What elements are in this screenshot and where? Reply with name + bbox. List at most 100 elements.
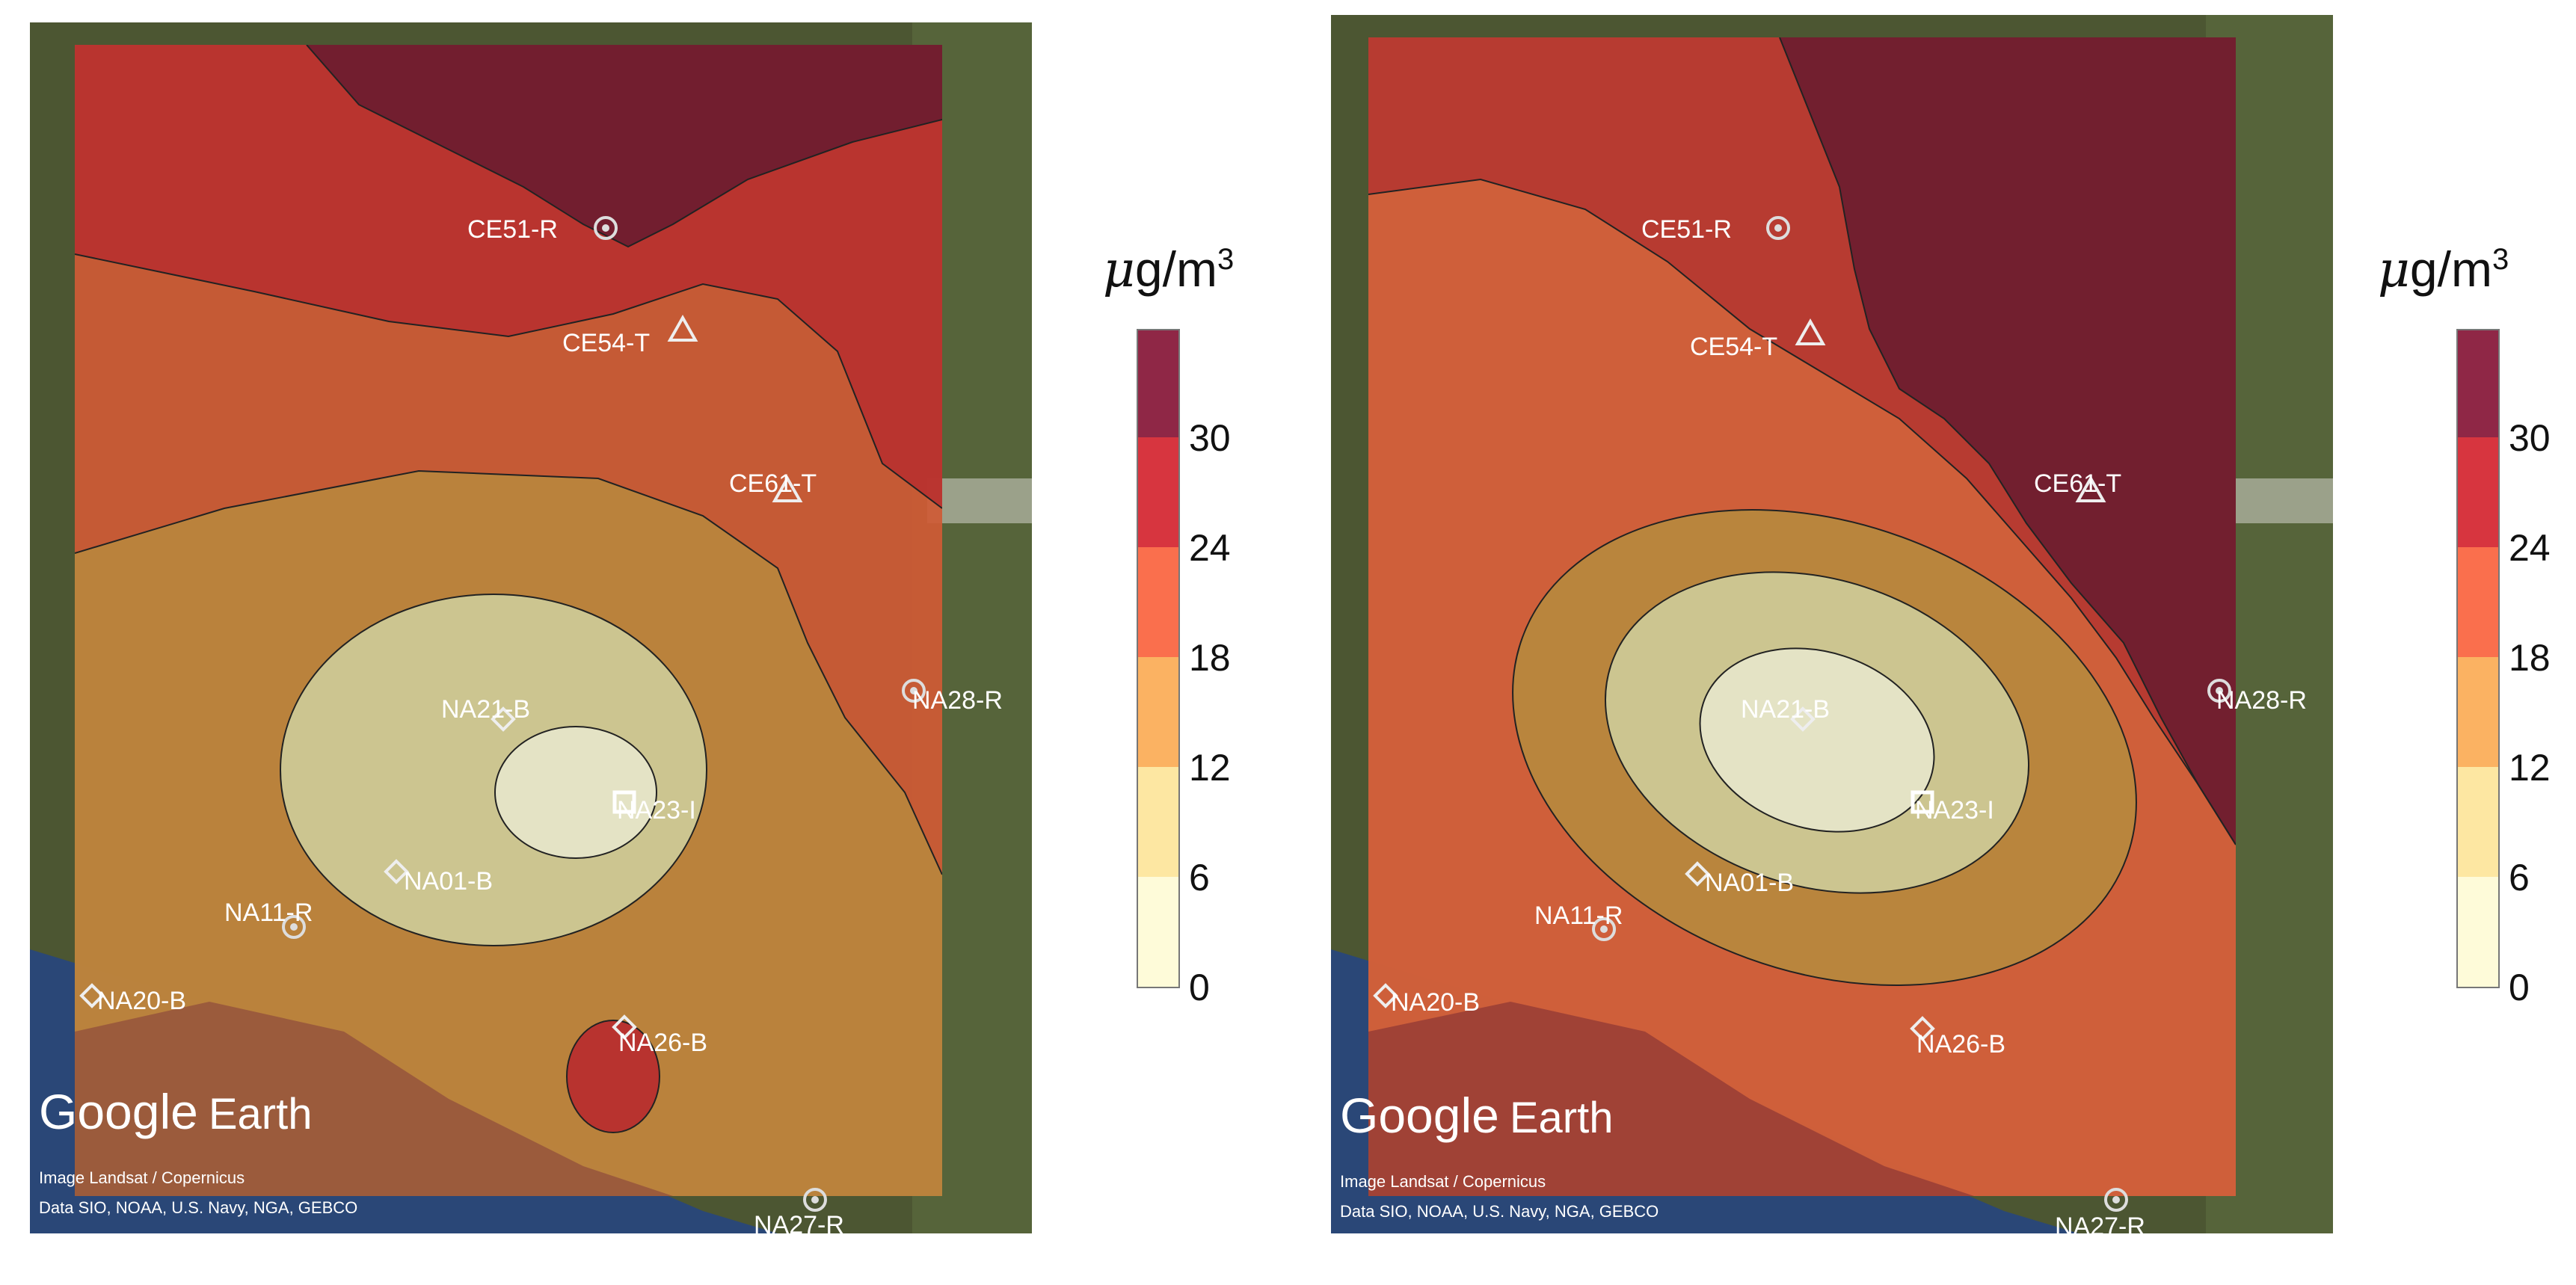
station-na27-r[interactable]: NA27-R — [754, 1188, 844, 1239]
attribution-imagery: Image Landsat / Copernicus — [39, 1168, 245, 1187]
diamond-icon — [491, 706, 516, 732]
target-icon — [594, 216, 618, 240]
colorbar-segment-4 — [2458, 437, 2498, 547]
station-label: NA20-B — [97, 987, 186, 1015]
tick-label-6: 6 — [1189, 857, 1210, 899]
triangle-icon — [772, 475, 803, 502]
station-na21-b[interactable]: NA21-B — [1741, 695, 1830, 732]
station-label: NA27-R — [754, 1211, 844, 1239]
station-ce51-r[interactable]: CE51-R — [1641, 215, 1790, 244]
diamond-icon — [1685, 861, 1710, 887]
contour-map-right[interactable]: CE51-R CE54-T CE61-T NA28-R NA21-B — [1331, 0, 2333, 1285]
station-na26-b[interactable]: NA26-B — [612, 1014, 707, 1057]
contour-lines-left — [75, 45, 942, 875]
colorbar-segment-3 — [2458, 547, 2498, 657]
colorbar-segment-1 — [2458, 767, 2498, 877]
station-label: NA23-I — [1915, 796, 1994, 825]
unit-label: μg/m3 — [1103, 241, 1235, 298]
station-ce54-t[interactable]: CE54-T — [562, 314, 698, 357]
station-label: NA27-R — [2055, 1212, 2145, 1241]
station-na21-b[interactable]: NA21-B — [441, 695, 530, 732]
triangle-icon — [1795, 318, 1826, 345]
colorbar — [2456, 329, 2500, 988]
station-na28-r[interactable]: NA28-R — [902, 679, 1003, 715]
stations-right: CE51-R CE54-T CE61-T NA28-R NA21-B — [1373, 215, 2307, 1241]
target-icon — [2104, 1188, 2128, 1212]
diamond-icon — [79, 983, 105, 1008]
station-na23-i[interactable]: NA23-I — [1911, 790, 1994, 825]
station-ce61-t[interactable]: CE61-T — [2034, 469, 2121, 502]
station-ce54-t[interactable]: CE54-T — [1690, 318, 1826, 361]
tick-label-12: 12 — [1189, 747, 1231, 789]
colorbar-segment-2 — [2458, 657, 2498, 767]
station-label: CE54-T — [1690, 333, 1777, 361]
target-icon — [282, 915, 306, 939]
station-label: NA21-B — [1741, 695, 1830, 724]
station-label: NA26-B — [618, 1029, 707, 1057]
attribution-data: Data SIO, NOAA, U.S. Navy, NGA, GEBCO — [1340, 1202, 1659, 1221]
station-na20-b[interactable]: NA20-B — [1373, 983, 1480, 1017]
diamond-icon — [612, 1014, 637, 1040]
station-label: CE54-T — [562, 329, 650, 357]
station-na28-r[interactable]: NA28-R — [2207, 679, 2307, 715]
station-label: CE61-T — [2034, 469, 2121, 498]
station-ce51-r[interactable]: CE51-R — [467, 215, 618, 244]
diamond-icon — [1373, 983, 1398, 1008]
contour-bands-left — [75, 45, 942, 1196]
square-icon — [1911, 790, 1934, 814]
station-label: CE61-T — [729, 469, 817, 498]
target-icon — [1766, 216, 1790, 240]
tick-label-30: 30 — [2509, 417, 2551, 459]
station-ce61-t[interactable]: CE61-T — [729, 469, 817, 502]
colorbar-segment-5 — [1138, 330, 1178, 437]
station-na27-r[interactable]: NA27-R — [2055, 1188, 2145, 1241]
colorbar-legend-right: μg/m3 0 6 12 18 24 30 — [2363, 0, 2572, 1285]
station-label: CE51-R — [467, 215, 558, 244]
colorbar-segment-3 — [1138, 547, 1178, 657]
colorbar-segment-0 — [2458, 877, 2498, 987]
station-label: NA26-B — [1916, 1030, 2005, 1058]
target-icon — [803, 1188, 827, 1212]
station-label: NA28-R — [912, 686, 1003, 715]
colorbar-segment-1 — [1138, 767, 1178, 877]
station-label: NA23-I — [617, 796, 696, 825]
station-label: NA11-R — [1534, 902, 1623, 930]
colorbar-segment-5 — [2458, 330, 2498, 437]
colorbar-segment-2 — [1138, 657, 1178, 767]
tick-label-18: 18 — [1189, 637, 1231, 679]
station-na20-b[interactable]: NA20-B — [79, 983, 186, 1015]
map-panel-right: CE51-R CE54-T CE61-T NA28-R NA21-B — [1331, 0, 2333, 1285]
contour-map-left[interactable]: CE51-R CE54-T CE61-T NA28-R — [30, 0, 1032, 1285]
google-earth-logo: Google Earth — [1340, 1088, 1613, 1143]
tick-label-6: 6 — [2509, 857, 2530, 899]
target-icon — [1592, 917, 1616, 941]
tick-label-0: 0 — [1189, 967, 1210, 1008]
station-na01-b[interactable]: NA01-B — [384, 859, 493, 896]
station-label: NA01-B — [404, 867, 493, 896]
diamond-icon — [1790, 706, 1816, 732]
colorbar — [1137, 329, 1180, 988]
tick-label-12: 12 — [2509, 747, 2551, 789]
diamond-icon — [384, 859, 409, 884]
tick-label-0: 0 — [2509, 967, 2530, 1008]
target-icon — [2207, 679, 2231, 703]
map-panel-left: CE51-R CE54-T CE61-T NA28-R — [30, 0, 1032, 1285]
station-na26-b[interactable]: NA26-B — [1910, 1016, 2005, 1058]
station-label: NA21-B — [441, 695, 530, 724]
station-na11-r[interactable]: NA11-R — [1534, 902, 1623, 941]
attribution-imagery: Image Landsat / Copernicus — [1340, 1172, 1546, 1191]
colorbar-segment-0 — [1138, 877, 1178, 987]
colorbar-segment-4 — [1138, 437, 1178, 547]
station-na01-b[interactable]: NA01-B — [1685, 861, 1794, 897]
tick-label-24: 24 — [1189, 527, 1231, 569]
station-label: NA11-R — [224, 899, 313, 927]
station-label: NA28-R — [2216, 686, 2307, 715]
station-na11-r[interactable]: NA11-R — [224, 899, 313, 939]
triangle-icon — [2075, 475, 2106, 502]
station-na23-i[interactable]: NA23-I — [612, 790, 696, 825]
contour-bands-right — [1368, 37, 2236, 1196]
station-label: NA01-B — [1705, 869, 1794, 897]
tick-label-18: 18 — [2509, 637, 2551, 679]
triangle-icon — [667, 314, 698, 342]
attribution-data: Data SIO, NOAA, U.S. Navy, NGA, GEBCO — [39, 1198, 357, 1217]
